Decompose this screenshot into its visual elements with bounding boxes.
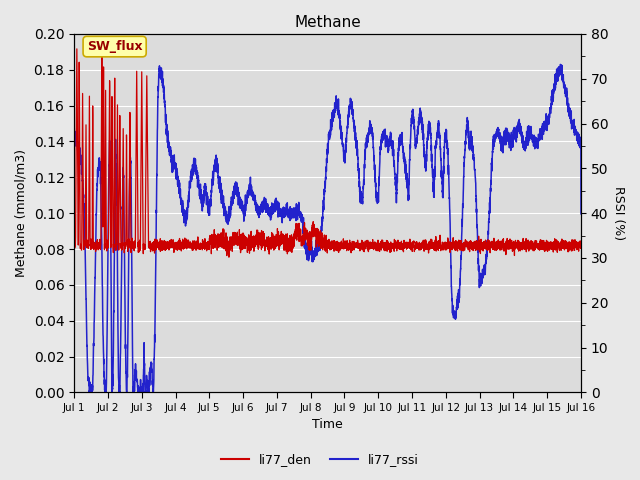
li77_rssi [577, 142, 584, 148]
li77_den [470, 240, 477, 246]
li77_den [577, 243, 584, 249]
li77_den [73, 46, 81, 52]
Y-axis label: Methane (mmol/m3): Methane (mmol/m3) [15, 149, 28, 277]
Line: li77_rssi: li77_rssi [74, 64, 581, 393]
Line: li77_den: li77_den [74, 49, 581, 257]
li77_den [577, 243, 585, 249]
li77_rssi [577, 211, 585, 216]
X-axis label: Time: Time [312, 419, 343, 432]
Text: SW_flux: SW_flux [87, 40, 143, 53]
li77_den [70, 238, 78, 243]
Title: Methane: Methane [294, 15, 361, 30]
li77_den [161, 243, 169, 249]
li77_den [225, 254, 233, 260]
li77_den [308, 229, 316, 235]
Y-axis label: RSSI (%): RSSI (%) [612, 186, 625, 240]
li77_rssi [470, 151, 477, 157]
li77_rssi [86, 390, 93, 396]
li77_rssi [413, 141, 420, 146]
Legend: li77_den, li77_rssi: li77_den, li77_rssi [216, 448, 424, 471]
li77_den [413, 246, 420, 252]
li77_rssi [308, 256, 316, 262]
li77_den [441, 240, 449, 245]
li77_rssi [557, 61, 564, 67]
li77_rssi [70, 136, 78, 142]
li77_rssi [441, 139, 449, 145]
li77_rssi [161, 114, 169, 120]
